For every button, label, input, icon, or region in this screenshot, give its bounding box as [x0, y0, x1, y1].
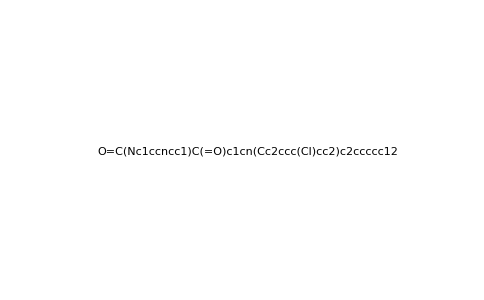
Text: O=C(Nc1ccncc1)C(=O)c1cn(Cc2ccc(Cl)cc2)c2ccccc12: O=C(Nc1ccncc1)C(=O)c1cn(Cc2ccc(Cl)cc2)c2… [98, 146, 398, 157]
